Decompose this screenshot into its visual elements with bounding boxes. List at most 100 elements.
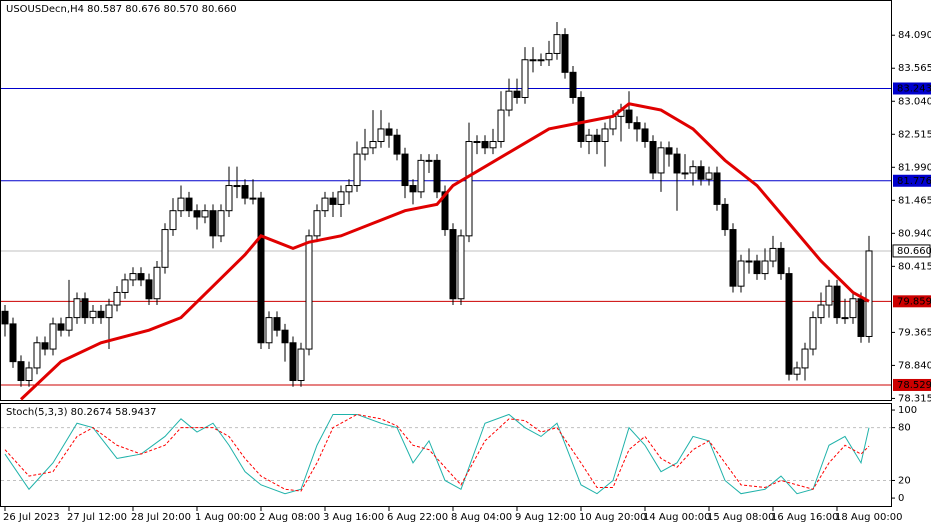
- candle-body: [457, 235, 465, 300]
- candle-body: [17, 361, 25, 382]
- candle-body: [817, 304, 825, 319]
- candle-body: [593, 134, 601, 143]
- candle-body: [73, 298, 81, 319]
- stoch-panel-frame: [0, 403, 892, 507]
- x-tick-label: 1 Aug 00:00: [195, 512, 256, 523]
- candle-body: [481, 141, 489, 149]
- candle-body: [825, 285, 833, 306]
- candle-body: [601, 128, 609, 143]
- candle-body: [513, 90, 521, 98]
- candle-body: [161, 229, 169, 268]
- candle-body: [689, 166, 697, 174]
- candle-body: [57, 323, 65, 331]
- candle-body: [553, 34, 561, 54]
- y-tick-label: 81.465: [898, 195, 931, 206]
- x-tick-label: 28 Jul 20:00: [131, 512, 191, 523]
- x-tick-label: 14 Aug 00:00: [643, 512, 710, 523]
- candle-body: [225, 185, 233, 212]
- candle-body: [329, 197, 337, 205]
- candle-body: [721, 203, 729, 231]
- candle-body: [217, 210, 225, 237]
- candle-body: [649, 141, 657, 174]
- candle-body: [121, 279, 129, 293]
- candle-body: [761, 260, 769, 275]
- candle-body: [417, 159, 425, 193]
- x-tick-label: 26 Jul 2023: [3, 512, 60, 523]
- candle-body: [521, 59, 529, 98]
- candle-body: [769, 247, 777, 262]
- y-tick-label: 83.040: [898, 96, 931, 107]
- y-tick-label: 79.365: [898, 327, 931, 338]
- candle-body: [345, 185, 353, 193]
- candle-body: [577, 96, 585, 143]
- candle-body: [849, 298, 857, 319]
- candle-body: [49, 323, 57, 350]
- candle-body: [729, 229, 737, 287]
- x-tick-label: 16 Aug 16:00: [771, 512, 838, 523]
- candle-body: [297, 348, 305, 382]
- y-tick-label: 84.090: [898, 30, 931, 41]
- candle-body: [177, 197, 185, 212]
- chart-title: USOUSDecn,H4 80.587 80.676 80.570 80.660: [6, 4, 237, 15]
- stoch-title: Stoch(5,3,3) 80.2674 58.9437: [6, 407, 157, 418]
- candle-body: [841, 317, 849, 320]
- candle-body: [353, 153, 361, 187]
- candle-body: [97, 310, 105, 319]
- candle-body: [9, 323, 17, 363]
- y-tick-label: 78.315: [898, 393, 931, 404]
- candle-body: [25, 367, 33, 382]
- level-label-box: [893, 295, 931, 308]
- candle-body: [441, 191, 449, 231]
- candle-body: [425, 159, 433, 162]
- level-label-box: [893, 82, 931, 95]
- candle-body: [105, 304, 113, 319]
- candle-body: [305, 235, 313, 350]
- candle-body: [201, 210, 209, 218]
- candle-body: [369, 141, 377, 149]
- level-label-box: [893, 378, 931, 391]
- candle-body: [169, 210, 177, 231]
- current-price-box: [892, 244, 931, 258]
- candle-body: [145, 279, 153, 300]
- candle-body: [753, 260, 761, 275]
- candle-body: [665, 147, 673, 155]
- level-label: 79.859: [897, 296, 931, 307]
- candle-body: [193, 210, 201, 218]
- level-label: 81.776: [897, 176, 931, 187]
- y-tick-label: 78.840: [898, 360, 931, 371]
- candle-body: [681, 172, 689, 175]
- candle-body: [705, 172, 713, 180]
- candle-body: [241, 185, 249, 199]
- candle-body: [585, 134, 593, 143]
- candle-body: [233, 185, 241, 188]
- current-price-label: 80.660: [897, 246, 931, 257]
- candle-body: [113, 291, 121, 306]
- level-label-box: [893, 174, 931, 187]
- candle-body: [809, 317, 817, 350]
- candle-body: [713, 172, 721, 205]
- x-tick-label: 8 Aug 04:00: [451, 512, 512, 523]
- y-tick-label: 80.415: [898, 261, 931, 272]
- candle-body: [641, 128, 649, 143]
- candle-body: [337, 191, 345, 205]
- candle-body: [737, 260, 745, 287]
- candle-body: [857, 298, 865, 337]
- candle-body: [801, 348, 809, 369]
- stoch-line: [4, 413, 870, 495]
- candle-body: [537, 59, 545, 62]
- candle-body: [281, 329, 289, 344]
- y-tick-label: 0: [898, 493, 904, 504]
- candle-body: [377, 128, 385, 143]
- candle-body: [289, 342, 297, 382]
- candle-body: [361, 147, 369, 155]
- candle-body: [265, 317, 273, 344]
- level-label: 78.529: [897, 380, 931, 391]
- candle-body: [33, 342, 41, 369]
- candle-body: [313, 210, 321, 237]
- candle-body: [569, 71, 577, 98]
- candle-body: [865, 250, 873, 337]
- candle-body: [321, 197, 329, 212]
- y-tick-label: 80: [898, 423, 911, 434]
- candle-body: [409, 185, 417, 193]
